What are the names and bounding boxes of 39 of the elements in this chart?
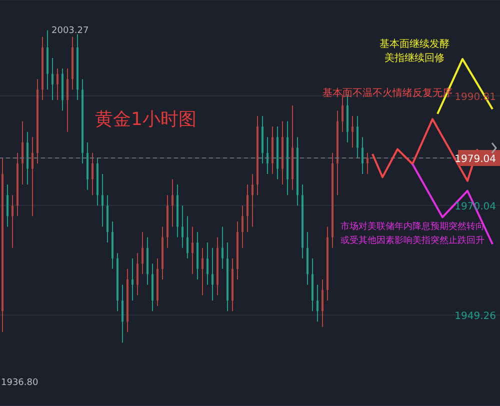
candlestick (142, 232, 144, 275)
annotation: 1936.80 (1, 378, 38, 388)
candlestick (6, 184, 8, 228)
candlestick (252, 174, 254, 228)
candlestick (342, 94, 344, 132)
candlestick (122, 284, 124, 344)
candlestick (366, 152, 368, 174)
candlestick (172, 178, 174, 228)
y-tick-label: 1949.26 (454, 310, 496, 322)
candlestick (246, 184, 248, 232)
candlestick (356, 116, 358, 159)
candlestick (222, 226, 224, 270)
candlestick (322, 278, 324, 328)
candlestick (56, 68, 58, 101)
candlestick (32, 136, 34, 217)
candlestick (66, 68, 68, 132)
series-label: 基本面继续发酵美指继续回修 (380, 38, 450, 64)
annotation: 2003.27 (52, 26, 89, 36)
line-series (412, 162, 494, 246)
candlestick (136, 252, 138, 296)
candlestick (52, 58, 54, 101)
y-tick-label: 1979.04 (454, 154, 496, 165)
candlestick (242, 205, 244, 248)
candlestick (12, 194, 14, 248)
candlestick (266, 136, 268, 174)
text: 黄金1小时图 (95, 108, 196, 131)
candlestick (316, 284, 318, 322)
candlestick (352, 116, 354, 148)
candlestick (102, 174, 104, 228)
candlestick (182, 205, 184, 248)
candlestick (186, 216, 188, 259)
candlestick (192, 226, 194, 275)
candlestick (202, 247, 204, 296)
candlestick (22, 120, 24, 186)
candlestick (212, 247, 214, 302)
candlestick (132, 258, 134, 302)
candlestick (206, 242, 208, 286)
candlestick (92, 152, 94, 196)
candlestick (362, 136, 364, 174)
